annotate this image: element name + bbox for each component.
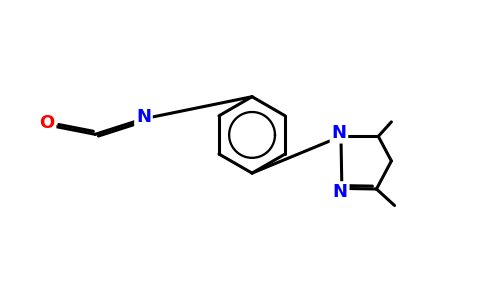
Text: N: N	[136, 108, 151, 126]
Text: N: N	[333, 183, 348, 201]
Text: N: N	[332, 124, 347, 142]
Text: O: O	[39, 114, 55, 132]
